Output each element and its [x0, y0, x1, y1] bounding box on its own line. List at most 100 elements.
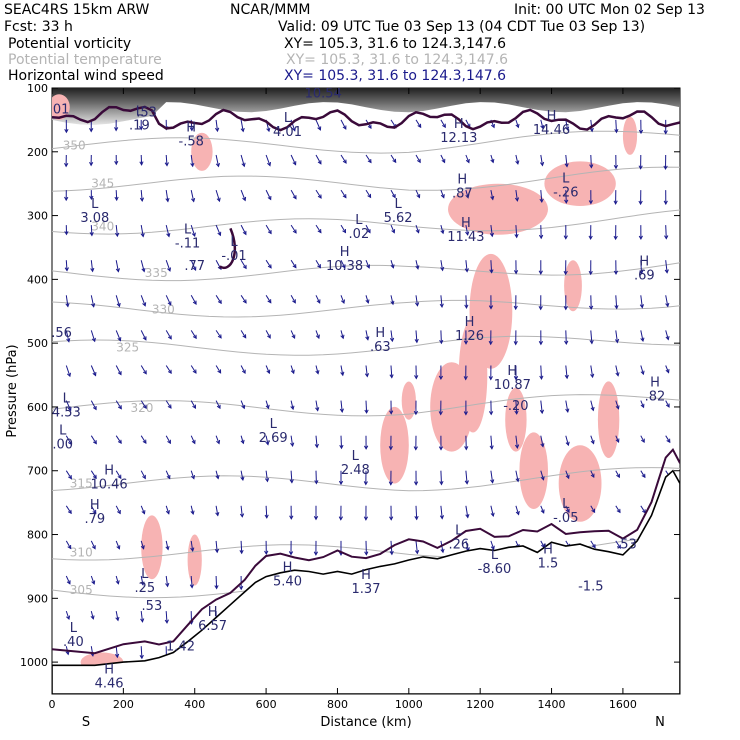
- extremum-value: .79: [84, 512, 105, 527]
- wind-vector: [491, 260, 492, 272]
- theta-label: 335: [145, 266, 168, 280]
- extremum-value: .69: [634, 268, 655, 283]
- x-end-label-right: N: [655, 715, 665, 730]
- y-tick-label: 900: [27, 592, 48, 605]
- extremum-value: 1.26: [455, 329, 484, 344]
- extremum-letter: H: [461, 216, 471, 231]
- extremum-letter: H: [340, 245, 350, 260]
- extremum-letter: H: [208, 605, 218, 620]
- extremum-value: 1.5: [538, 557, 559, 572]
- extremum-value: .25: [134, 581, 155, 596]
- extremum-value: -8.60: [478, 562, 512, 577]
- theta-label: 310: [70, 545, 93, 559]
- theta-label: 305: [70, 583, 93, 597]
- wind-vector: [591, 155, 592, 168]
- extremum-letter: L: [491, 548, 499, 563]
- extremum-value: 5.40: [273, 575, 302, 590]
- extremum-letter: H: [375, 326, 385, 341]
- extremum-value: .40: [63, 635, 84, 650]
- wind-vector: [366, 401, 367, 413]
- wind-vector: [566, 330, 567, 344]
- theta-label: 345: [91, 177, 114, 191]
- x-tick-label: 1400: [538, 698, 566, 711]
- extremum-letter: L: [352, 449, 360, 464]
- x-tick-label: 1200: [466, 698, 494, 711]
- y-axis-label: Pressure (hPa): [5, 344, 20, 437]
- extremum-letter: L: [59, 423, 67, 438]
- extremum-letter: L: [355, 213, 363, 228]
- extremum-letter: H: [650, 376, 660, 391]
- extremum-value: -.11: [175, 237, 200, 252]
- extremum-value: -.26: [553, 185, 578, 200]
- extremum-value: 10.38: [326, 259, 363, 274]
- extremum-letter: H: [104, 464, 114, 479]
- wind-vector: [441, 330, 442, 343]
- extremum-value: -.05: [553, 511, 578, 526]
- wind-vector: [216, 576, 217, 589]
- extremum-letter: H: [104, 663, 114, 678]
- extremum-value: 6.57: [198, 619, 227, 634]
- extremum-letter: L: [63, 392, 71, 407]
- extremum-value: .26: [448, 538, 469, 553]
- extremum-value: 4.53: [52, 406, 81, 421]
- extremum-value: .77: [184, 259, 205, 274]
- extremum-value: .19: [129, 119, 150, 134]
- y-tick-label: 100: [27, 82, 48, 95]
- extremum-letter: H: [543, 543, 553, 558]
- wind-vector: [341, 436, 342, 449]
- y-tick-label: 1000: [20, 656, 48, 669]
- x-tick-label: 0: [49, 698, 56, 711]
- extremum-letter: L: [562, 497, 570, 512]
- extremum-value: -.20: [503, 399, 528, 414]
- extremum-value: .82: [645, 390, 666, 405]
- x-tick-label: 200: [113, 698, 134, 711]
- theta-label: 320: [131, 401, 154, 415]
- wind-vector: [241, 541, 242, 553]
- wind-vector: [416, 506, 417, 520]
- x-tick-label: 1000: [395, 698, 423, 711]
- x-end-label-left: S: [82, 715, 90, 730]
- theta-label: 325: [116, 341, 139, 355]
- extremum-value: 10.46: [90, 478, 127, 493]
- extremum-value: .53: [142, 599, 163, 614]
- extremum-value: 2.69: [259, 431, 288, 446]
- extremum-value: 10.87: [494, 378, 531, 393]
- extremum-value: -.01: [221, 249, 246, 264]
- x-axis-label: Distance (km): [320, 715, 411, 730]
- extremum-value: .53: [616, 538, 637, 553]
- pv-shaded-region: [430, 362, 473, 451]
- pv-shaded-region: [564, 260, 582, 311]
- x-tick-label: 800: [327, 698, 348, 711]
- x-tick-label: 600: [256, 698, 277, 711]
- theta-label: 350: [63, 138, 86, 152]
- extremum-letter: L: [284, 111, 292, 126]
- extremum-letter: H: [90, 498, 100, 513]
- extremum-value: 1.37: [352, 582, 381, 597]
- pv-shaded-region: [188, 535, 202, 586]
- pv-shaded-region: [505, 388, 526, 452]
- extremum-letter: L: [70, 621, 78, 636]
- extremum-value: 11.43: [447, 230, 484, 245]
- extremum-value: .63: [370, 340, 391, 355]
- extremum-letter: H: [186, 120, 196, 135]
- extremum-value: .87: [452, 187, 473, 202]
- extremum-value: 2.48: [341, 463, 370, 478]
- y-tick-label: 500: [27, 337, 48, 350]
- extremum-letter: L: [562, 171, 570, 186]
- extremum-letter: L: [230, 235, 238, 250]
- extremum-letter: L: [455, 524, 463, 539]
- extremum-letter: L: [141, 567, 149, 582]
- wind-vector: [541, 366, 542, 380]
- y-tick-label: 800: [27, 529, 48, 542]
- y-tick-label: 700: [27, 465, 48, 478]
- wind-vector: [666, 225, 667, 239]
- extremum-letter: H: [361, 568, 371, 583]
- y-tick-label: 200: [27, 146, 48, 159]
- extremum-letter: H: [547, 109, 557, 124]
- extremum-value: .00: [52, 437, 73, 452]
- extremum-letter: H: [283, 561, 293, 576]
- x-tick-label: 1600: [609, 698, 637, 711]
- extremum-letter: L: [91, 197, 99, 212]
- extremum-letter: L: [136, 105, 144, 120]
